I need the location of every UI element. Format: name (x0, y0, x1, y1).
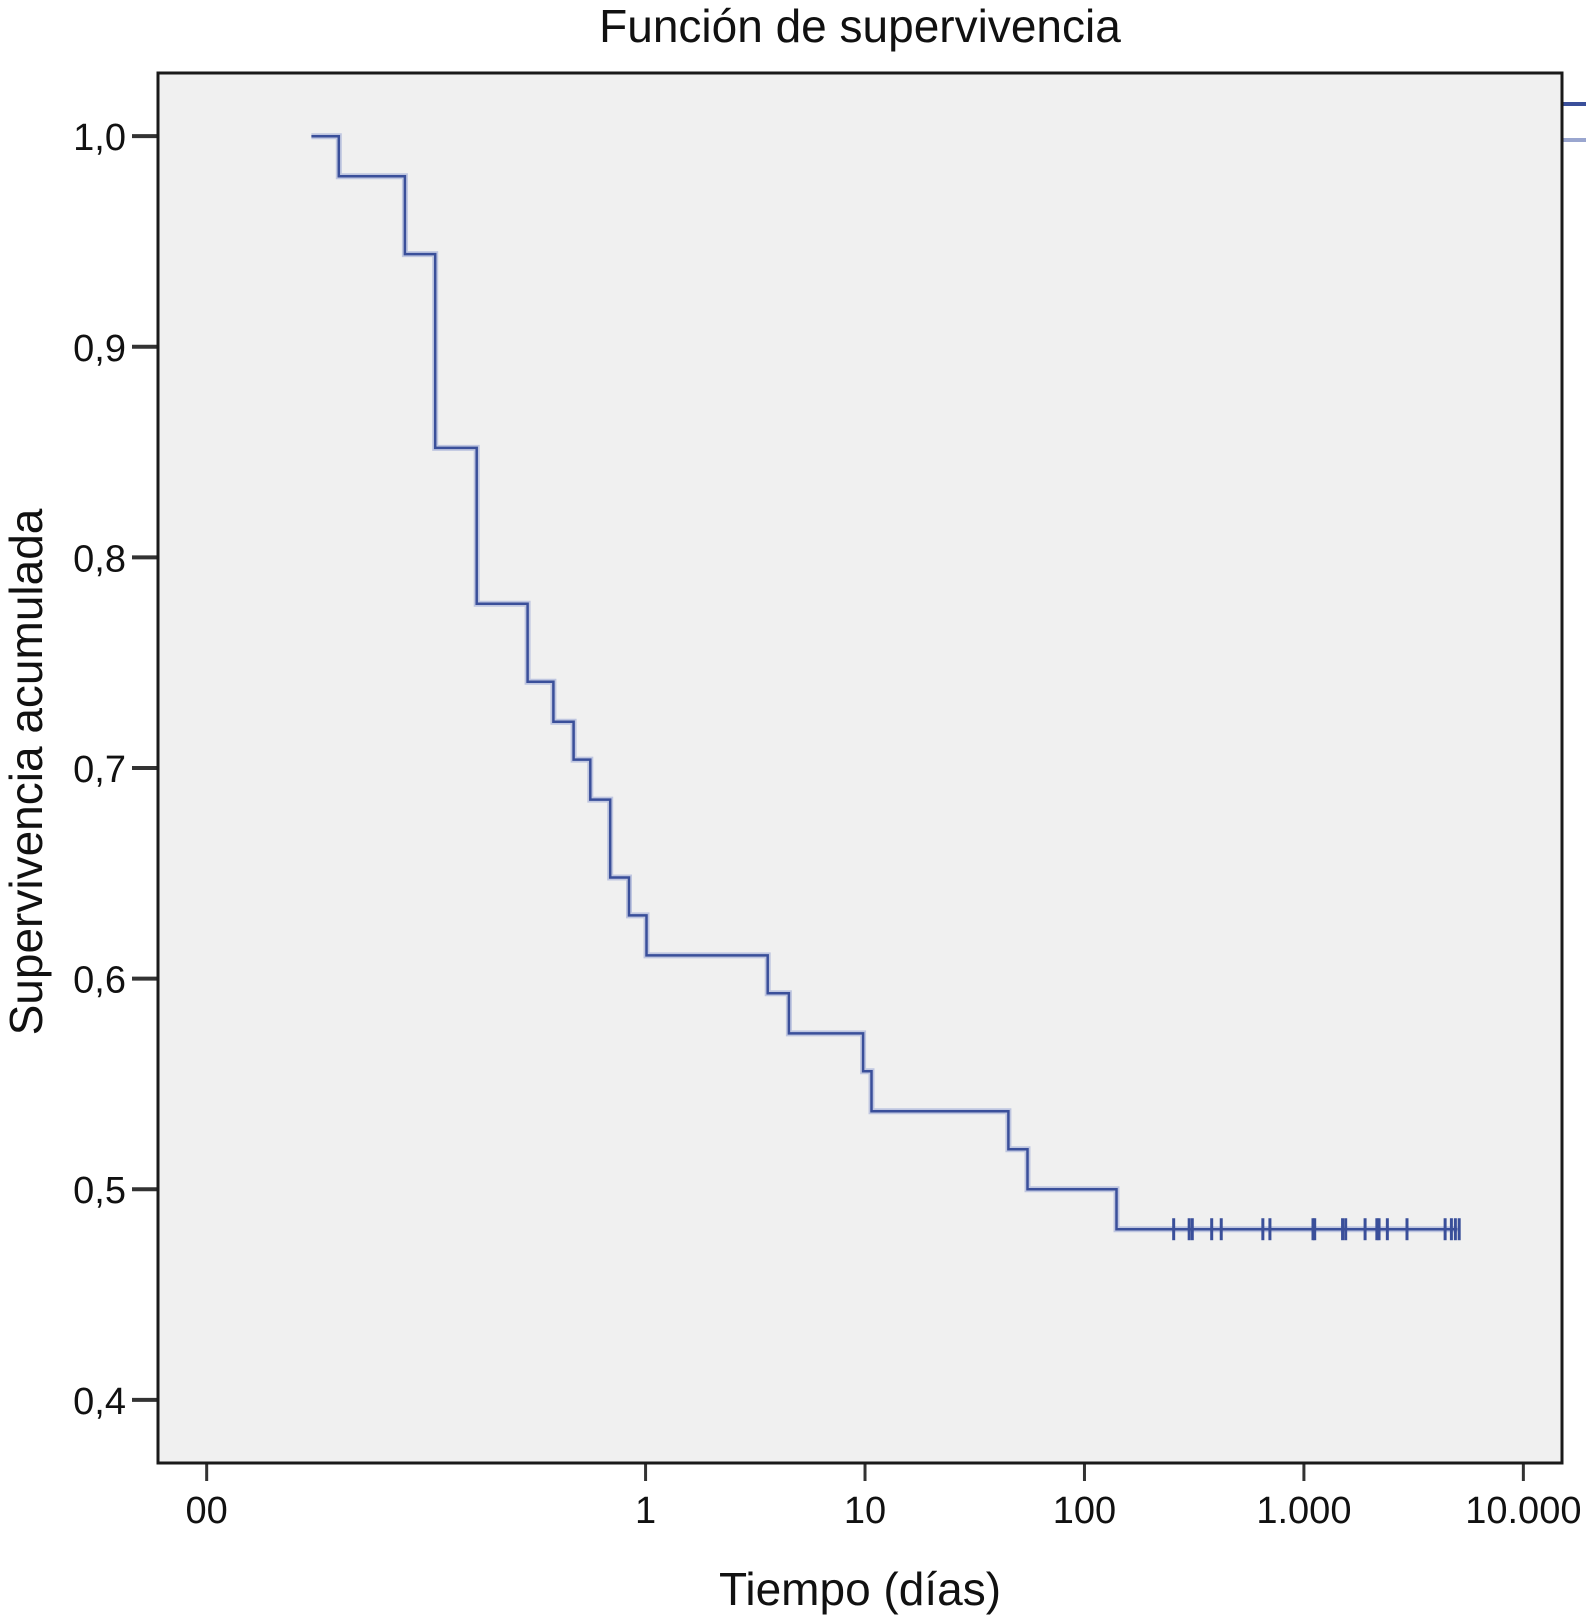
y-axis-label: Supervivencia acumulada (0, 508, 52, 1035)
plot-area (158, 73, 1562, 1463)
y-axis: 1,0 0,9 0,8 0,7 0,6 0,5 0,4 (73, 117, 158, 1423)
x-tick-label-3: 100 (1053, 1490, 1116, 1532)
series-line-0 (311, 134, 1458, 1231)
x-axis-label: Tiempo (días) (719, 1563, 1001, 1615)
y-tick-label-5: 0,5 (73, 1170, 126, 1212)
y-tick-label-1: 0,9 (73, 328, 126, 370)
x-tick-label-4: 1.000 (1256, 1490, 1351, 1532)
y-tick-label-4: 0,6 (73, 960, 126, 1002)
x-tick-label-0: 00 (186, 1490, 228, 1532)
y-tick-label-6: 0,4 (73, 1381, 126, 1423)
y-tick-label-2: 0,8 (73, 538, 126, 580)
x-tick-label-5: 10.000 (1465, 1490, 1581, 1532)
x-tick-label-1: 1 (635, 1490, 656, 1532)
plot-frame (156, 71, 1564, 1465)
x-axis: 00 1 10 100 1.000 10.000 (186, 1463, 1581, 1532)
series-layer (311, 133, 1458, 1233)
legend (1562, 102, 1586, 142)
chart-title: Función de supervivencia (599, 0, 1121, 52)
y-tick-label-0: 1,0 (73, 117, 126, 159)
y-tick-label-3: 0,7 (73, 749, 126, 791)
x-tick-label-2: 10 (844, 1490, 886, 1532)
censor-marks (1172, 1218, 1461, 1241)
